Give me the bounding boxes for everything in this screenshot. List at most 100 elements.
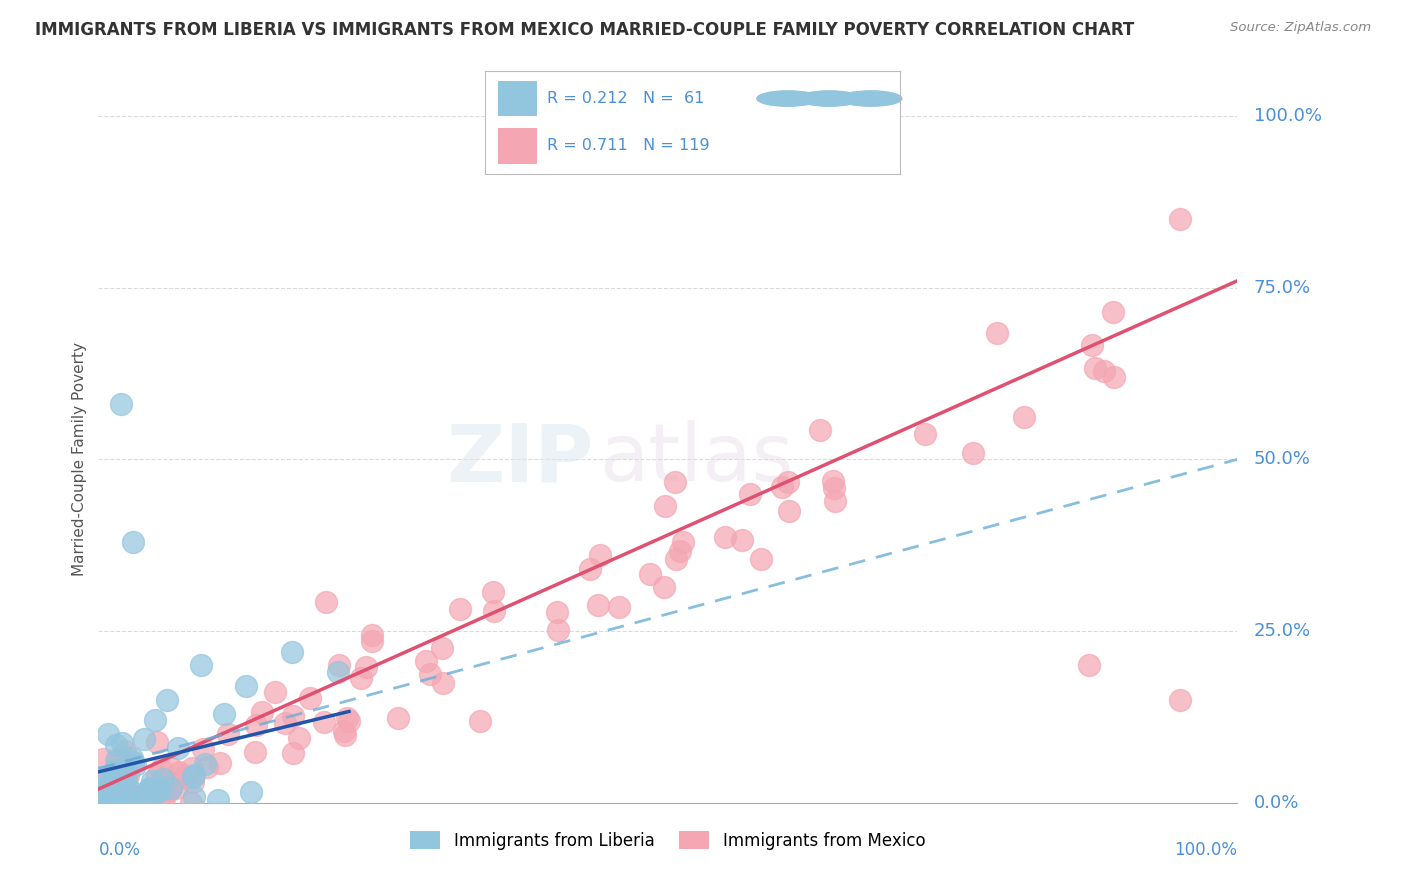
Point [107, 795, 129, 809]
Point [654, 499, 676, 513]
Point [107, 794, 129, 808]
Point [652, 581, 675, 595]
Point [104, 787, 127, 801]
Point [190, 658, 212, 673]
Point [730, 533, 752, 547]
Point [419, 667, 441, 681]
Point [110, 397, 132, 411]
Point [114, 744, 136, 758]
Point [101, 777, 124, 791]
Text: atlas: atlas [599, 420, 794, 499]
Point [288, 731, 311, 746]
Point [274, 716, 297, 731]
Point [183, 768, 205, 782]
Point [332, 723, 354, 738]
Point [114, 785, 136, 799]
Point [111, 736, 134, 750]
Point [173, 770, 195, 784]
Point [167, 764, 190, 779]
Point [110, 772, 132, 787]
Point [183, 790, 205, 805]
Point [105, 753, 128, 767]
Point [432, 641, 454, 656]
Point [194, 756, 217, 771]
Point [121, 755, 143, 769]
Text: 0.0%: 0.0% [1254, 794, 1299, 812]
Point [281, 746, 304, 760]
Point [235, 679, 257, 693]
Point [714, 530, 737, 544]
Point [579, 562, 602, 576]
Point [824, 493, 846, 508]
Point [87, 796, 110, 810]
Point [162, 776, 184, 790]
Point [665, 552, 688, 566]
Point [139, 789, 162, 803]
Point [159, 779, 181, 793]
Point [607, 599, 630, 614]
Text: 0.0%: 0.0% [98, 840, 141, 859]
Point [350, 671, 373, 685]
Point [87, 796, 110, 810]
Point [91, 796, 114, 810]
Point [986, 326, 1008, 340]
Point [1084, 360, 1107, 375]
Point [105, 763, 128, 777]
Point [128, 789, 150, 803]
Point [104, 738, 127, 752]
Point [136, 783, 159, 797]
Point [121, 534, 143, 549]
Point [105, 773, 128, 788]
Point [181, 761, 204, 775]
Point [91, 785, 114, 799]
Point [914, 427, 936, 442]
Point [263, 685, 285, 699]
Point [337, 714, 360, 728]
Point [105, 783, 128, 797]
Text: Source: ZipAtlas.com: Source: ZipAtlas.com [1230, 21, 1371, 35]
Point [121, 751, 143, 765]
Point [167, 740, 190, 755]
Point [89, 782, 111, 797]
Point [93, 751, 115, 765]
Point [90, 784, 112, 798]
Point [209, 756, 232, 770]
Point [138, 780, 160, 795]
Point [120, 783, 142, 797]
Point [823, 481, 845, 495]
Point [1170, 692, 1192, 706]
Point [281, 645, 304, 659]
Point [112, 789, 135, 803]
Point [160, 780, 183, 795]
Point [117, 792, 139, 806]
Point [132, 795, 155, 809]
Point [432, 676, 454, 690]
Point [97, 781, 120, 796]
Point [149, 763, 172, 777]
Point [103, 764, 125, 779]
Point [250, 706, 273, 720]
Text: R = 0.212   N =  61: R = 0.212 N = 61 [547, 91, 704, 106]
Point [180, 796, 202, 810]
Point [468, 714, 491, 728]
Point [1102, 305, 1125, 319]
Point [152, 772, 174, 786]
Point [738, 486, 761, 500]
Point [298, 690, 321, 705]
Point [1092, 364, 1115, 378]
Y-axis label: Married-Couple Family Poverty: Married-Couple Family Poverty [72, 343, 87, 576]
Point [141, 773, 163, 788]
Circle shape [839, 91, 901, 106]
Point [152, 791, 174, 805]
Point [96, 792, 118, 806]
Point [105, 753, 128, 767]
Point [97, 788, 120, 802]
Point [104, 796, 127, 810]
Text: R = 0.711   N = 119: R = 0.711 N = 119 [547, 138, 710, 153]
Point [415, 654, 437, 668]
Point [96, 792, 118, 806]
Point [354, 660, 377, 674]
Point [312, 715, 335, 730]
FancyBboxPatch shape [498, 128, 537, 163]
Point [1078, 658, 1101, 673]
